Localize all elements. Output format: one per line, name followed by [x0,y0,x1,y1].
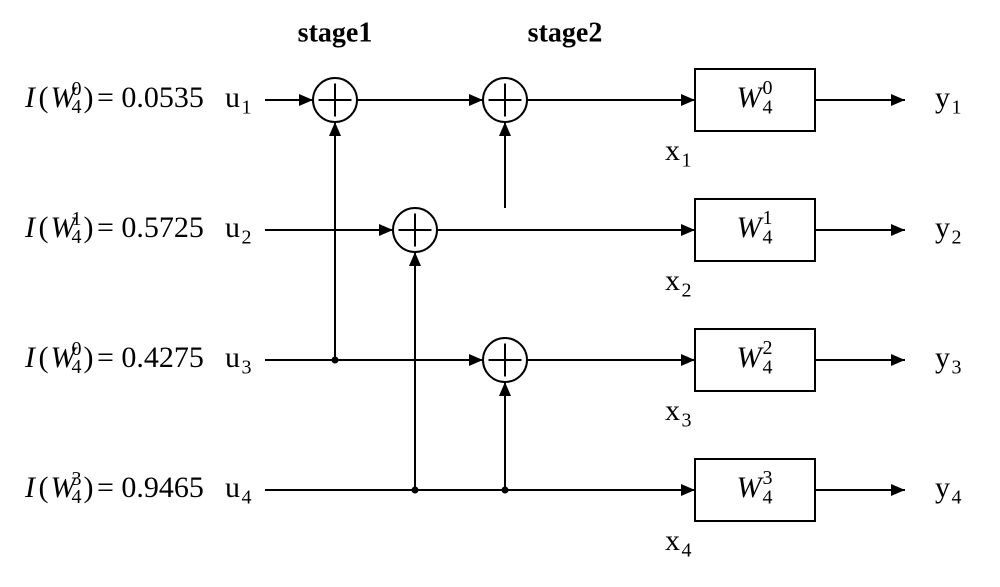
x-label-3: x3 [665,394,692,432]
equation-row-2: I(W41) = 0.5725 [24,208,204,248]
svg-text:W: W [737,81,765,114]
svg-text:u: u [225,211,240,244]
svg-text:= 0.5725: = 0.5725 [97,211,204,244]
svg-text:= 0.9465: = 0.9465 [97,471,204,504]
stage1-header: stage1 [298,17,373,48]
svg-text:x: x [665,524,680,557]
input-u-3: u3 [225,341,252,379]
svg-text:1: 1 [242,97,252,119]
output-y-1: y1 [935,81,962,119]
xor-r0-s1 [313,78,357,122]
svg-text:x: x [665,134,680,167]
svg-text:I: I [24,471,37,504]
svg-text:x: x [665,394,680,427]
svg-text:y: y [935,211,950,244]
input-u-4: u4 [225,471,252,509]
equation-row-4: I(W43) = 0.9465 [24,468,204,508]
svg-text:I: I [24,341,37,374]
svg-text:W: W [737,341,765,374]
svg-text:0: 0 [72,78,82,100]
svg-text:3: 3 [72,468,82,490]
svg-text:3: 3 [682,410,692,432]
svg-text:u: u [225,341,240,374]
svg-text:2: 2 [952,227,962,249]
output-y-4: y4 [935,471,962,509]
svg-text:W: W [737,471,765,504]
input-u-2: u2 [225,211,252,249]
x-label-2: x2 [665,264,692,302]
equation-row-1: I(W40) = 0.0535 [24,78,204,118]
channel-label-2: W41 [737,207,773,249]
svg-text:): ) [84,81,94,114]
svg-text:2: 2 [242,227,252,249]
x-label-4: x4 [665,524,692,562]
svg-text:0: 0 [763,77,773,99]
svg-text:(: ( [39,81,49,114]
svg-text:3: 3 [952,357,962,379]
channel-label-4: W43 [737,467,773,509]
polar-code-diagram: stage1stage2I(W40) = 0.0535u1W40x1y1I(W4… [0,0,1000,587]
svg-text:(: ( [39,211,49,244]
stage2-header: stage2 [528,17,603,48]
svg-text:4: 4 [763,227,773,249]
svg-text:(: ( [39,471,49,504]
xor-r2-s2 [483,338,527,382]
svg-text:y: y [935,81,950,114]
svg-text:1: 1 [72,208,82,230]
svg-text:W: W [737,211,765,244]
xor-r1-s1 [393,208,437,252]
svg-text:2: 2 [763,337,773,359]
svg-text:3: 3 [242,357,252,379]
svg-text:I: I [24,211,37,244]
x-label-1: x1 [665,134,692,172]
svg-text:4: 4 [763,487,773,509]
svg-text:4: 4 [763,97,773,119]
svg-text:u: u [225,471,240,504]
svg-text:): ) [84,211,94,244]
svg-text:4: 4 [952,487,962,509]
svg-text:4: 4 [242,487,252,509]
output-y-2: y2 [935,211,962,249]
svg-text:x: x [665,264,680,297]
channel-label-3: W42 [737,337,773,379]
svg-text:2: 2 [682,280,692,302]
svg-text:= 0.0535: = 0.0535 [97,81,204,114]
svg-text:1: 1 [763,207,773,229]
xor-r0-s2 [483,78,527,122]
svg-text:1: 1 [952,97,962,119]
equation-row-3: I(W40) = 0.4275 [24,338,204,378]
svg-text:1: 1 [682,150,692,172]
svg-text:= 0.4275: = 0.4275 [97,341,204,374]
svg-text:y: y [935,471,950,504]
svg-text:(: ( [39,341,49,374]
svg-text:u: u [225,81,240,114]
svg-text:0: 0 [72,338,82,360]
svg-text:I: I [24,81,37,114]
channel-label-1: W40 [737,77,773,119]
svg-text:4: 4 [763,357,773,379]
svg-text:4: 4 [682,540,692,562]
svg-text:y: y [935,341,950,374]
svg-text:): ) [84,341,94,374]
output-y-3: y3 [935,341,962,379]
input-u-1: u1 [225,81,252,119]
svg-text:3: 3 [763,467,773,489]
svg-text:): ) [84,471,94,504]
